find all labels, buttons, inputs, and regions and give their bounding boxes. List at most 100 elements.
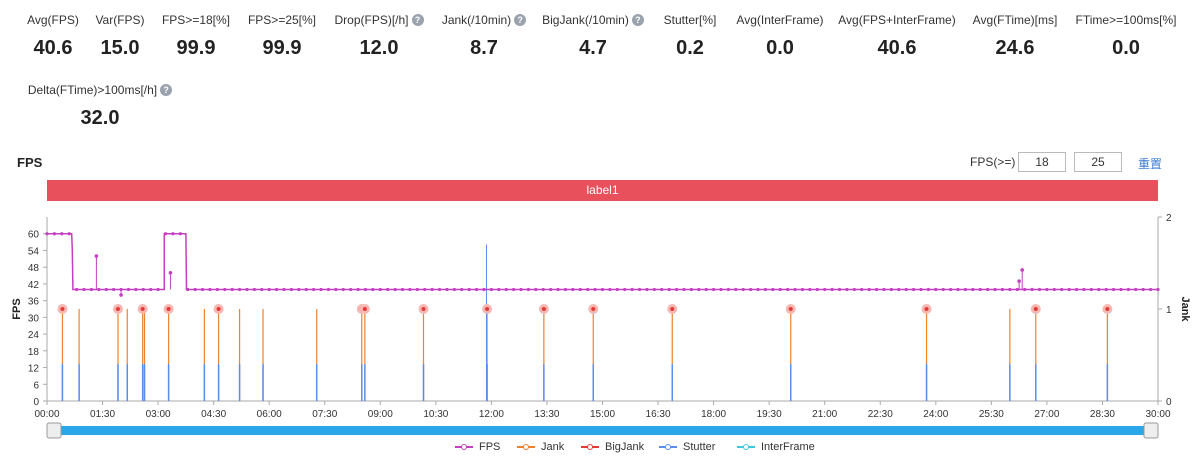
fps-point: [704, 287, 708, 292]
fps-point: [67, 232, 71, 236]
fps-point: [697, 287, 701, 292]
fps-point: [823, 287, 827, 292]
metric-value: 0.0: [1112, 37, 1140, 59]
fps-point: [1037, 287, 1042, 292]
fps-point: [349, 287, 353, 292]
metric-10: Avg(FTime)[ms] 24.6: [925, 13, 1105, 60]
legend-item-stutter[interactable]: Stutter: [659, 441, 715, 453]
fps-point: [304, 287, 308, 292]
fps-threshold-low-input[interactable]: [1018, 152, 1066, 172]
fps-point: [1104, 287, 1108, 292]
fps-point: [549, 287, 553, 292]
zoom-handle-left[interactable]: [46, 422, 62, 439]
fps-point: [608, 287, 612, 292]
fps-point: [1030, 287, 1034, 292]
fps-threshold-high-input[interactable]: [1074, 152, 1122, 172]
fps-point: [623, 287, 627, 292]
fps-point: [956, 287, 960, 292]
fps-point: [637, 287, 642, 292]
fps-point: [252, 287, 256, 292]
fps-point: [386, 287, 390, 292]
fps-point: [319, 287, 323, 292]
help-icon[interactable]: ?: [411, 14, 424, 26]
help-icon[interactable]: ?: [160, 84, 173, 96]
zoom-handle-right[interactable]: [1143, 422, 1159, 439]
metric-value: 32.0: [80, 107, 120, 129]
fps-point: [467, 287, 471, 292]
fps-point: [430, 287, 434, 292]
fps-point: [497, 287, 501, 292]
x-tick-label: 27:00: [1034, 409, 1059, 420]
metric-label: Drop(FPS)[/h]: [334, 13, 409, 27]
reset-button[interactable]: 重置: [1138, 157, 1163, 171]
fps-point: [445, 287, 449, 292]
fps-point: [297, 287, 301, 292]
metric-value: 40.6: [877, 37, 917, 59]
legend-label: BigJank: [605, 441, 645, 453]
legend-item-jank[interactable]: Jank: [517, 441, 564, 453]
fps-point: [163, 232, 168, 236]
help-icon[interactable]: ?: [631, 14, 644, 26]
fps-point: [260, 287, 264, 292]
fps-point: [312, 287, 316, 292]
metric-label: Avg(FPS): [27, 13, 79, 27]
metric-label: Avg(FPS+InterFrame): [838, 13, 956, 27]
metric-8: Avg(InterFrame) 0.0: [690, 13, 870, 60]
fps-point: [334, 287, 338, 292]
fps-point: [171, 232, 175, 236]
fps-point: [1156, 287, 1160, 292]
fps-point: [719, 287, 723, 292]
fps-point: [437, 287, 442, 292]
legend-item-bigjank[interactable]: BigJank: [581, 441, 644, 453]
x-tick-label: 09:00: [368, 409, 393, 420]
y-axis-label: FPS: [11, 298, 23, 319]
fps-point: [593, 287, 597, 292]
fps-point: [75, 287, 79, 292]
metric-value: 12.0: [359, 37, 399, 59]
fps-point: [126, 287, 131, 292]
fps-point: [674, 287, 679, 292]
chart-title: FPS: [17, 155, 43, 170]
fps-spike-point: [1020, 268, 1025, 272]
help-icon[interactable]: ?: [514, 14, 527, 26]
y2-tick-label: 0: [1166, 397, 1172, 408]
fps-point: [986, 287, 990, 292]
fps-point: [112, 287, 116, 292]
metric-3: FPS>=25[%] 99.9: [192, 13, 372, 60]
fps-point: [474, 287, 479, 292]
fps-point: [1089, 287, 1093, 292]
y-tick-label: 12: [28, 364, 40, 375]
fps-point: [993, 287, 997, 292]
legend-item-fps[interactable]: FPS: [455, 441, 500, 453]
fps-point: [1082, 287, 1086, 292]
fps-point: [808, 287, 812, 292]
fps-point: [1045, 287, 1049, 292]
fps-point: [415, 287, 419, 292]
fps-point: [837, 287, 842, 292]
fps-point: [815, 287, 819, 292]
legend-item-interframe[interactable]: InterFrame: [737, 441, 815, 453]
fps-point: [341, 287, 345, 292]
fps-point: [682, 287, 686, 292]
zoom-slider-track[interactable]: [47, 426, 1158, 435]
legend-swatch: [581, 444, 599, 450]
legend-swatch: [455, 444, 473, 450]
fps-point: [393, 287, 397, 292]
fps-point: [1126, 287, 1130, 292]
metric-value: 40.6: [33, 37, 73, 59]
fps-point: [867, 287, 871, 292]
fps-point: [193, 287, 197, 292]
fps-point: [1134, 287, 1138, 292]
fps-point: [149, 287, 153, 292]
metric-1: Var(FPS) 15.0: [30, 13, 210, 60]
metric-label: Delta(FTime)>100ms[/h]: [27, 83, 158, 97]
fps-point: [778, 287, 782, 292]
y-tick-label: 0: [33, 397, 39, 408]
y-tick-label: 42: [28, 280, 40, 291]
label-bar[interactable]: label1: [47, 180, 1158, 201]
fps-point: [911, 287, 916, 292]
fps-point: [1000, 287, 1005, 292]
x-tick-label: 04:30: [201, 409, 226, 420]
fps-point: [1060, 287, 1064, 292]
fps-spike-point: [94, 254, 99, 258]
